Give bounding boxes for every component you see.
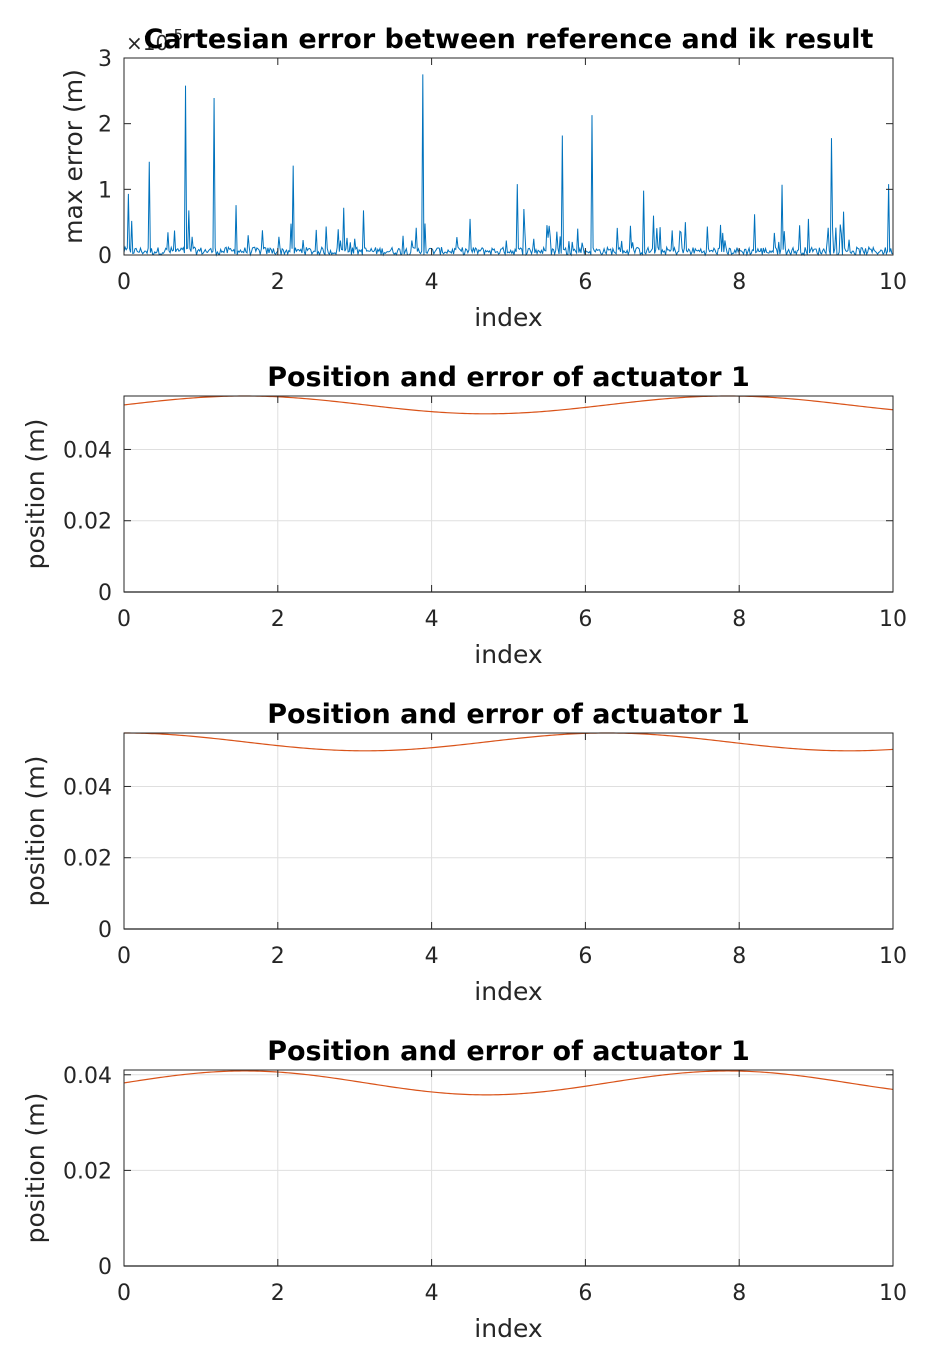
y-tick-label: 0.02: [63, 510, 112, 535]
series-line-1: [123, 74, 894, 257]
y-axis-label: position (m): [21, 756, 50, 907]
y-tick-label: 0.04: [63, 1064, 112, 1089]
y-axis-label: position (m): [21, 419, 50, 570]
x-tick-label: 6: [578, 1281, 592, 1306]
x-tick-label: 8: [732, 270, 746, 295]
x-tick-label: 10: [879, 270, 907, 295]
x-tick-label: 0: [117, 944, 131, 969]
x-tick-label: 4: [425, 270, 439, 295]
x-axis-label: index: [474, 1314, 542, 1343]
chart-panel-2: 0 2 4 6 8 10 0 0.02 0.04 Position and error of ac…: [21, 362, 907, 669]
chart-title: Position and error of actuator 1: [267, 362, 750, 393]
y-tick-label: 0: [98, 1255, 112, 1280]
y-axis-label: position (m): [21, 1093, 50, 1244]
y-tick-label: 0: [98, 581, 112, 606]
y-tick-label: 0.02: [63, 847, 112, 872]
series-line-1: [123, 395, 894, 415]
x-tick-label: 4: [425, 1281, 439, 1306]
y-exponent-base: ×10: [126, 31, 168, 55]
y-tick-label: 0.04: [63, 775, 112, 800]
x-tick-label: 8: [732, 944, 746, 969]
x-axis-label: index: [474, 303, 542, 332]
y-exponent-power: -5: [168, 26, 183, 44]
x-tick-label: 4: [425, 944, 439, 969]
x-tick-label: 10: [879, 607, 907, 632]
y-tick-label: 3: [98, 47, 112, 72]
x-tick-label: 2: [271, 1281, 285, 1306]
x-tick-label: 0: [117, 270, 131, 295]
x-tick-label: 6: [578, 270, 592, 295]
y-tick-label: 0: [98, 244, 112, 269]
x-tick-label: 8: [732, 607, 746, 632]
x-tick-label: 6: [578, 607, 592, 632]
chart-panel-4: 0 2 4 6 8 10 0 0.02 0.04 Position and error of ac…: [21, 1036, 907, 1343]
x-tick-label: 0: [117, 607, 131, 632]
y-tick-label: 0.04: [63, 438, 112, 463]
axes-box: [123, 732, 894, 930]
x-tick-label: 6: [578, 944, 592, 969]
x-tick-label: 8: [732, 1281, 746, 1306]
chart-title: Position and error of actuator 1: [267, 1036, 750, 1067]
chart-title: Cartesian error between reference and ik…: [144, 24, 874, 55]
x-tick-label: 2: [271, 607, 285, 632]
series-line-1: [123, 1070, 894, 1096]
axes-box: [123, 57, 894, 256]
series-line-1: [124, 732, 894, 752]
x-tick-label: 4: [425, 607, 439, 632]
y-tick-label: 0.02: [63, 1159, 112, 1184]
axes-box: [123, 1069, 894, 1267]
x-tick-label: 2: [271, 944, 285, 969]
y-tick-label: 2: [98, 113, 112, 138]
chart-panel-3: 0 2 4 6 8 10 0 0.02 0.04 Position and error of ac…: [21, 699, 907, 1006]
x-axis-label: index: [474, 977, 542, 1006]
y-tick-label: 1: [98, 178, 112, 203]
y-tick-label: 0: [98, 918, 112, 943]
x-tick-label: 10: [879, 944, 907, 969]
axes-box: [123, 395, 894, 593]
x-tick-label: 2: [271, 270, 285, 295]
x-tick-label: 0: [117, 1281, 131, 1306]
y-exponent-label: ×10-5: [126, 26, 183, 55]
y-axis-label: max error (m): [59, 69, 88, 244]
x-axis-label: index: [474, 640, 542, 669]
chart-title: Position and error of actuator 1: [267, 699, 750, 730]
x-tick-label: 10: [879, 1281, 907, 1306]
